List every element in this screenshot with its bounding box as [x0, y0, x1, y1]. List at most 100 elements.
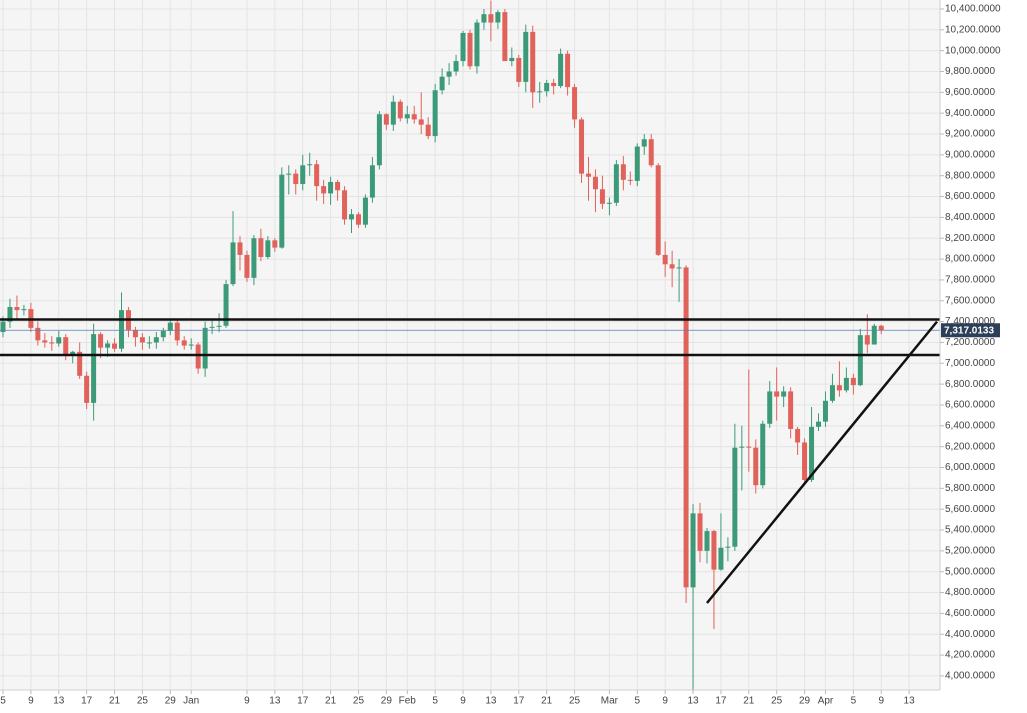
- candle-body: [613, 164, 619, 203]
- trendline: [706, 320, 938, 604]
- x-tick-label: 17: [297, 696, 309, 707]
- y-tick-label: 10,400.0000: [945, 4, 1001, 15]
- candle-body: [181, 340, 187, 346]
- candle-body: [139, 337, 145, 343]
- candle-body: [279, 174, 285, 248]
- candle-body: [307, 164, 313, 166]
- candle-body: [251, 238, 257, 278]
- candle-body: [523, 31, 529, 82]
- y-tick-label: 4,200.0000: [945, 650, 995, 661]
- x-tick-label: 21: [109, 696, 121, 707]
- candle-body: [321, 186, 327, 194]
- x-tick-label: 29: [799, 696, 811, 707]
- candle-body: [35, 327, 41, 341]
- candle-body: [237, 242, 243, 255]
- candle-body: [77, 351, 83, 376]
- candle-body: [627, 179, 633, 181]
- candle-body: [91, 334, 97, 403]
- candle-body: [118, 310, 124, 349]
- candle-body: [822, 400, 828, 422]
- candle-body: [579, 119, 585, 174]
- candle-body: [816, 421, 822, 427]
- candle-body: [795, 428, 801, 443]
- candle-body: [174, 322, 180, 341]
- y-tick-label: 4,600.0000: [945, 608, 995, 619]
- candle-body: [335, 181, 341, 191]
- x-tick-label: Feb: [399, 696, 417, 707]
- candle-body: [328, 181, 334, 194]
- candle-body: [648, 139, 654, 166]
- candle-body: [551, 82, 557, 87]
- candle-body: [383, 114, 389, 125]
- y-tick-label: 7,000.0000: [945, 358, 995, 369]
- candles: [0, 0, 884, 692]
- candle-body: [418, 119, 424, 125]
- candle-body: [836, 385, 842, 391]
- x-tick-label: 25: [353, 696, 365, 707]
- candle-body: [195, 344, 201, 369]
- candle-body: [516, 57, 522, 82]
- y-tick-label: 5,800.0000: [945, 483, 995, 494]
- candle-body: [774, 391, 780, 397]
- candle-body: [342, 190, 348, 220]
- candle-body: [620, 164, 626, 180]
- last-price-label: 7,317.0133: [944, 325, 994, 336]
- candle-body: [725, 546, 731, 548]
- x-tick-label: Apr: [818, 696, 834, 707]
- candle-body: [592, 176, 598, 190]
- candle-body: [585, 173, 591, 177]
- candle-body: [690, 513, 696, 588]
- x-tick-label: 9: [662, 696, 668, 707]
- candle-body: [788, 391, 794, 429]
- y-tick-label: 5,400.0000: [945, 525, 995, 536]
- candle-body: [655, 165, 661, 255]
- candle-body: [802, 442, 808, 481]
- candle-body: [362, 197, 368, 225]
- candle-body: [272, 240, 278, 248]
- candle-body: [697, 513, 703, 551]
- candle-body: [829, 385, 835, 401]
- y-tick-label: 7,800.0000: [945, 275, 995, 286]
- candle-body: [258, 238, 264, 257]
- candle-body: [718, 547, 724, 570]
- candle-body: [481, 14, 487, 23]
- candle-body: [355, 214, 361, 225]
- candle-body: [286, 173, 292, 175]
- candle-body: [572, 87, 578, 120]
- candle-body: [146, 342, 152, 344]
- y-tick-label: 5,000.0000: [945, 566, 995, 577]
- candle-body: [732, 447, 738, 547]
- x-tick-label: 5: [851, 696, 857, 707]
- x-tick-label: 29: [381, 696, 393, 707]
- candle-body: [112, 343, 118, 349]
- candle-body: [98, 334, 104, 348]
- x-tick-label: Jan: [183, 696, 199, 707]
- last-price-tag: [941, 323, 1000, 338]
- y-tick-label: 6,200.0000: [945, 441, 995, 452]
- y-tick-label: 5,600.0000: [945, 504, 995, 515]
- candle-body: [502, 12, 508, 62]
- candle-body: [167, 322, 173, 331]
- y-tick-label: 8,000.0000: [945, 254, 995, 265]
- candle-body: [767, 391, 773, 424]
- x-tick-label: 21: [541, 696, 553, 707]
- candle-body: [132, 329, 138, 338]
- annotations: [0, 318, 940, 604]
- y-tick-label: 6,000.0000: [945, 462, 995, 473]
- candle-body: [565, 53, 571, 88]
- y-tick-label: 9,000.0000: [945, 150, 995, 161]
- candle-body: [753, 447, 759, 486]
- candle-body: [760, 423, 766, 486]
- y-tick-label: 8,600.0000: [945, 191, 995, 202]
- candle-body: [474, 22, 480, 67]
- candle-body: [871, 325, 877, 345]
- y-tick-label: 6,400.0000: [945, 420, 995, 431]
- plot-background: [0, 0, 940, 690]
- candle-body: [509, 57, 515, 62]
- x-tick-label: 25: [137, 696, 149, 707]
- candle-body: [244, 254, 250, 278]
- y-tick-label: 6,800.0000: [945, 379, 995, 390]
- y-tick-label: 8,200.0000: [945, 233, 995, 244]
- x-tick-label: 5: [0, 696, 6, 707]
- candle-body: [56, 337, 62, 344]
